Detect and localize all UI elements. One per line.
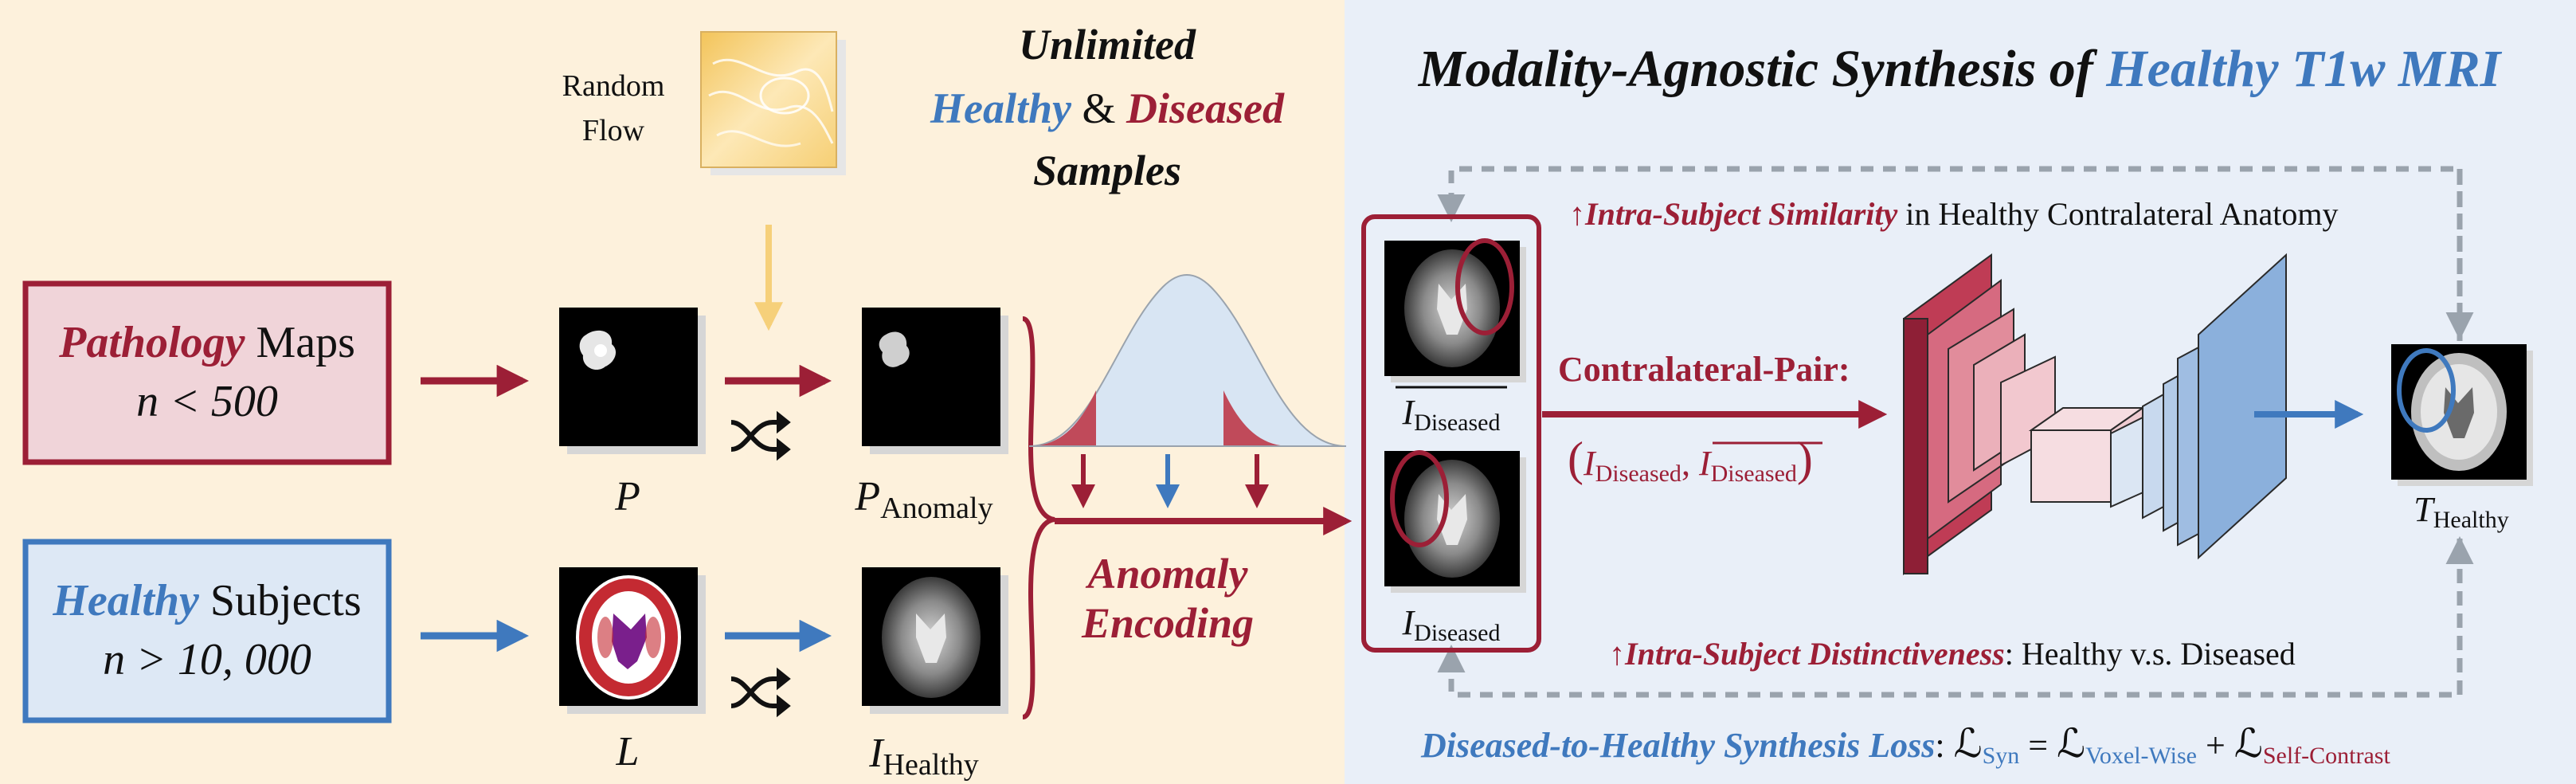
I-healthy-main: I [868, 731, 885, 776]
title-part2: Healthy T1w MRI [2105, 40, 2502, 98]
healthy-subjects-box: Healthy Subjects n > 10, 000 [22, 539, 392, 723]
similarity-bold: Intra-Subject Similarity [1584, 196, 1898, 232]
healthy-count: n > 10, 000 [103, 635, 311, 684]
shuffle-icon [730, 410, 791, 461]
loss-L3: ℒ [2234, 721, 2263, 766]
title-part1: Modality-Agnostic Synthesis of [1418, 40, 2107, 98]
pathology-word: Pathology [58, 318, 245, 367]
subjects-word: Subjects [199, 576, 362, 625]
pair-comma: , [1681, 444, 1699, 483]
gaussian-distribution [1028, 274, 1347, 447]
P-anomaly-sub: Anomaly [880, 492, 992, 525]
healthy-subjects-title: Healthy Subjects [52, 576, 361, 625]
similarity-arrow: ↑ [1569, 196, 1585, 232]
output-main: T [2414, 490, 2436, 529]
distinctiveness-arrow: ↑ [1609, 636, 1625, 672]
P-anomaly-label: PAnomaly [854, 474, 992, 525]
contralateral-pair-label: Contralateral-Pair: [1558, 350, 1850, 389]
random-flow-label-line1: Random [562, 69, 665, 103]
distinctiveness-label: ↑Intra-Subject Distinctiveness: Healthy … [1609, 636, 2296, 672]
random-flow-label-line2: Flow [582, 114, 645, 147]
distinctiveness-rest: : Healthy v.s. Diseased [2005, 636, 2296, 672]
anomaly-map-image [862, 308, 1008, 454]
shuffle-icon [730, 667, 791, 718]
healthy-word-box: Healthy [52, 576, 200, 625]
similarity-rest: in Healthy Contralateral Anatomy [1897, 196, 2338, 232]
pathology-map-image [559, 308, 706, 454]
amp-word: & [1071, 84, 1126, 132]
pair-i2-sub: Diseased [1711, 461, 1797, 487]
loss-L2: ℒ [2057, 721, 2085, 766]
pathology-maps-box: Pathology Maps n < 500 [22, 280, 392, 465]
bottom-image-sub: Diseased [1414, 620, 1500, 646]
contralateral-pair-formula: (IDiseased, IDiseased) [1568, 433, 1813, 487]
bottom-image-label: IDiseased [1402, 603, 1501, 646]
pathology-count: n < 500 [136, 377, 278, 426]
pathology-maps-title: Pathology Maps [58, 318, 355, 367]
loss-plus: + [2197, 726, 2234, 765]
I-healthy-label: IHealthy [868, 731, 979, 782]
loss-L3-sub: Self-Contrast [2263, 743, 2391, 769]
anomaly-encoding-line1: Anomaly [1085, 550, 1248, 598]
random-flow-image [700, 31, 846, 175]
loss-L1: ℒ [1954, 721, 1983, 766]
I-healthy-sub: Healthy [883, 748, 979, 782]
diseased-flipped-image [1384, 238, 1526, 382]
healthy-t1w-output-image [2391, 344, 2533, 486]
healthy-diseased-label: Healthy & Diseased [930, 84, 1285, 132]
diseased-word: Diseased [1126, 84, 1285, 132]
diseased-image [1384, 450, 1526, 593]
loss-L1-sub: Syn [1983, 743, 2020, 769]
similarity-label: ↑Intra-Subject Similarity in Healthy Con… [1569, 196, 2338, 232]
contralateral-pair-box [1361, 214, 1541, 653]
pair-i1-sub: Diseased [1595, 461, 1681, 487]
right-panel-title: Modality-Agnostic Synthesis of Healthy T… [1418, 40, 2503, 98]
unet-network [1903, 253, 2287, 575]
top-image-label: IDiseased [1402, 393, 1501, 436]
loss-L2-sub: Voxel-Wise [2085, 743, 2197, 769]
loss-space [1945, 726, 1954, 765]
loss-eq: = [2019, 726, 2057, 765]
anomaly-encoding-line2: Encoding [1081, 599, 1254, 647]
output-label: THealthy [2414, 490, 2508, 533]
bottom-image-main: I [1402, 603, 1416, 642]
L-label: L [616, 729, 640, 774]
P-label: P [614, 474, 640, 519]
top-image-sub: Diseased [1414, 410, 1500, 436]
unlimited-label: Unlimited [1019, 21, 1196, 69]
output-sub: Healthy [2433, 507, 2509, 533]
samples-label: Samples [1033, 147, 1181, 194]
loss-label: Diseased-to-Healthy Synthesis Loss [1420, 726, 1935, 765]
P-anomaly-main: P [854, 474, 880, 519]
healthy-image [862, 567, 1008, 714]
healthy-word: Healthy [930, 84, 1072, 132]
pair-close: ) [1797, 433, 1813, 485]
pair-i1-main: I [1583, 444, 1597, 483]
top-image-main: I [1402, 393, 1416, 432]
label-map-image [559, 567, 706, 714]
loss-colon: : [1935, 726, 1944, 765]
maps-word: Maps [245, 318, 354, 367]
pair-i2-main: I [1698, 444, 1713, 483]
pair-open: ( [1568, 433, 1584, 485]
distinctiveness-bold: Intra-Subject Distinctiveness [1624, 636, 2005, 672]
synthesis-loss: Diseased-to-Healthy Synthesis Loss: ℒSyn… [1420, 721, 2390, 769]
